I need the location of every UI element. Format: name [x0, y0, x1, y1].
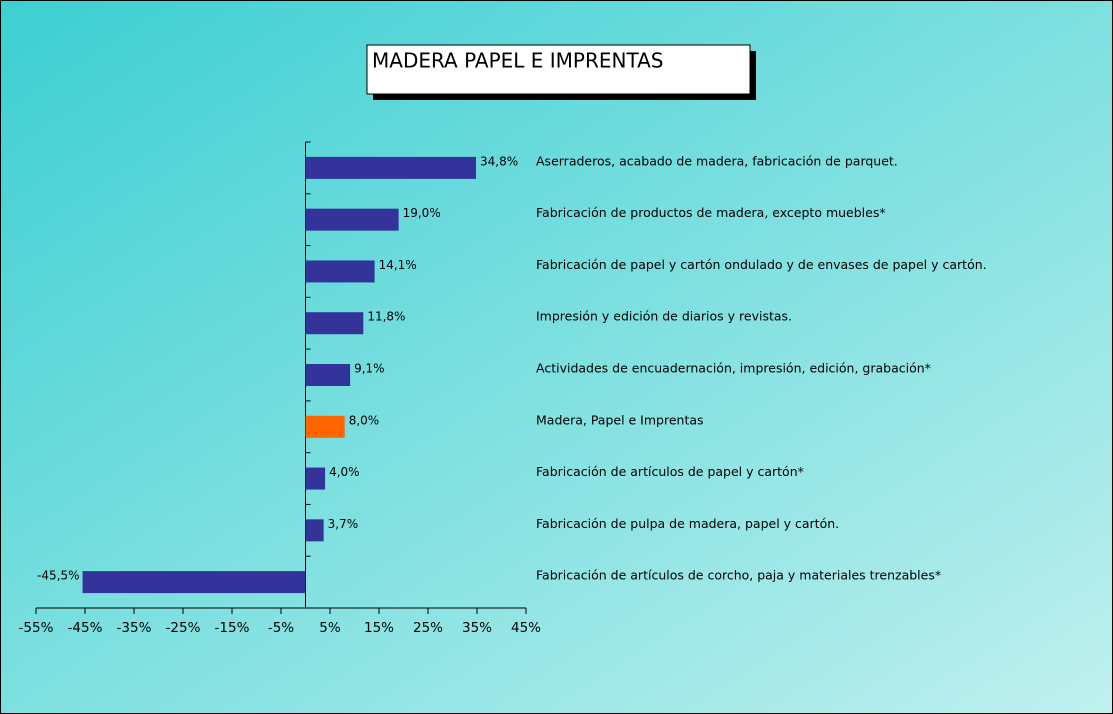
value-label: 4,0% [329, 465, 360, 479]
value-label: 19,0% [403, 206, 441, 220]
x-tick-label: 45% [511, 620, 541, 636]
bar [82, 571, 306, 594]
value-label: -45,5% [37, 569, 79, 583]
bar [305, 415, 345, 438]
category-label: Impresión y edición de diarios y revista… [536, 309, 792, 324]
x-tick-label: 15% [364, 620, 394, 636]
x-tick-label: -5% [268, 620, 294, 636]
x-tick-label: 25% [413, 620, 443, 636]
category-label: Fabricación de pulpa de madera, papel y … [536, 516, 839, 531]
category-label: Fabricación de papel y cartón ondulado y… [536, 257, 987, 272]
x-tick-label: -45% [68, 620, 103, 636]
bar [305, 364, 351, 386]
category-label: Fabricación de artículos de papel y cart… [536, 464, 804, 479]
bar [305, 156, 477, 179]
value-label: 9,1% [354, 362, 385, 376]
category-label: Actividades de encuadernación, impresión… [536, 361, 931, 376]
value-label: 34,8% [480, 154, 518, 168]
chart-title: MADERA PAPEL E IMPRENTAS [372, 49, 664, 73]
value-label: 3,7% [328, 517, 359, 531]
category-label: Aserraderos, acabado de madera, fabricac… [536, 153, 898, 168]
x-tick-label: 5% [319, 620, 341, 636]
bar [305, 519, 324, 542]
value-label: 14,1% [379, 258, 417, 272]
x-tick-label: -25% [166, 620, 201, 636]
bar [305, 208, 399, 231]
value-label: 11,8% [367, 310, 405, 324]
x-tick-label: -35% [117, 620, 152, 636]
title-box [366, 44, 751, 95]
category-label: Fabricación de productos de madera, exce… [536, 205, 886, 220]
bar [305, 260, 375, 283]
category-label: Fabricación de artículos de corcho, paja… [536, 568, 941, 583]
x-tick-label: -55% [19, 620, 54, 636]
x-tick-label: 35% [462, 620, 492, 636]
bar [305, 467, 326, 490]
x-tick-label: -15% [215, 620, 250, 636]
bar [305, 312, 364, 335]
category-label: Madera, Papel e Imprentas [536, 412, 704, 427]
value-label: 8,0% [349, 413, 380, 427]
